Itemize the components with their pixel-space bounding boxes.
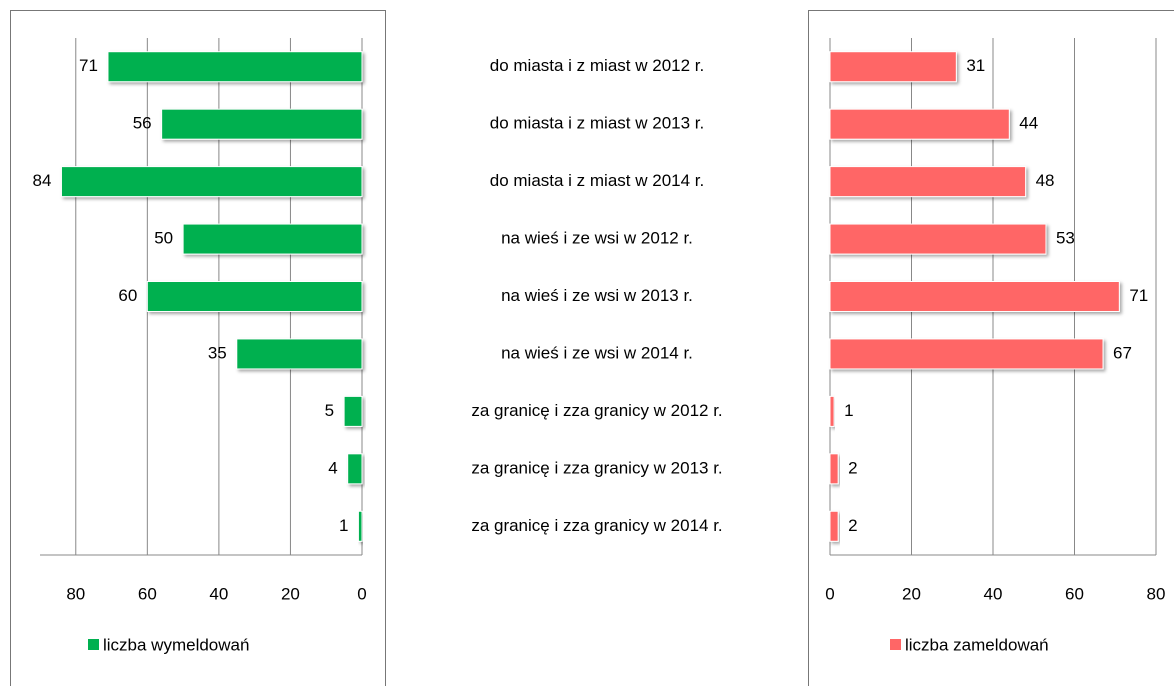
category-label: na wieś i ze wsi w 2014 r.	[501, 343, 693, 362]
legend-label: liczba wymeldowań	[103, 635, 249, 654]
value-label: 84	[33, 171, 52, 190]
bar	[60, 166, 363, 198]
value-label: 67	[1113, 343, 1132, 362]
bar	[829, 453, 839, 485]
category-label: na wieś i ze wsi w 2012 r.	[501, 229, 693, 248]
category-label: za granicę i zza granicy w 2013 r.	[471, 458, 722, 477]
bar	[829, 510, 839, 542]
bar	[829, 281, 1120, 312]
bar	[107, 51, 363, 83]
bar	[829, 166, 1027, 198]
value-label: 2	[848, 458, 857, 477]
x-tick-label: 80	[1147, 584, 1166, 603]
bar	[343, 395, 363, 427]
value-label: 1	[339, 516, 348, 535]
legend-label: liczba zameldowań	[905, 635, 1049, 654]
category-label: do miasta i z miast w 2013 r.	[490, 114, 704, 133]
bar	[347, 453, 363, 485]
x-tick-label: 0	[825, 584, 834, 603]
legend-swatch	[890, 639, 901, 650]
x-tick-label: 40	[984, 584, 1003, 603]
x-tick-label: 60	[1065, 584, 1084, 603]
value-label: 56	[133, 114, 152, 133]
x-tick-label: 20	[902, 584, 921, 603]
panel-border	[808, 10, 1174, 686]
value-label: 71	[79, 56, 98, 75]
category-label: za granicę i zza granicy w 2012 r.	[471, 401, 722, 420]
bar	[829, 108, 1010, 140]
value-label: 35	[208, 343, 227, 362]
value-label: 71	[1129, 286, 1148, 305]
category-label: na wieś i ze wsi w 2013 r.	[501, 286, 693, 305]
category-label: za granicę i zza granicy w 2014 r.	[471, 516, 722, 535]
category-label: do miasta i z miast w 2014 r.	[490, 171, 704, 190]
value-label: 53	[1056, 229, 1075, 248]
category-label: do miasta i z miast w 2012 r.	[490, 56, 704, 75]
bar	[829, 223, 1047, 255]
value-label: 31	[966, 56, 985, 75]
value-label: 44	[1019, 114, 1038, 133]
value-label: 60	[118, 286, 137, 305]
x-tick-label: 0	[357, 584, 366, 603]
bar	[829, 51, 957, 83]
bar	[236, 338, 363, 370]
value-label: 1	[844, 401, 853, 420]
legend-swatch	[88, 639, 99, 650]
bar	[829, 395, 835, 427]
bar	[161, 108, 363, 140]
value-label: 2	[848, 516, 857, 535]
x-tick-label: 60	[138, 584, 157, 603]
x-tick-label: 40	[209, 584, 228, 603]
bar	[146, 281, 363, 312]
x-tick-label: 80	[66, 584, 85, 603]
bar	[182, 223, 363, 255]
bar	[829, 338, 1104, 370]
x-tick-label: 20	[281, 584, 300, 603]
value-label: 5	[325, 401, 334, 420]
panel-border	[10, 10, 386, 686]
value-label: 4	[328, 458, 337, 477]
value-label: 50	[154, 229, 173, 248]
value-label: 48	[1036, 171, 1055, 190]
bar	[357, 510, 363, 542]
